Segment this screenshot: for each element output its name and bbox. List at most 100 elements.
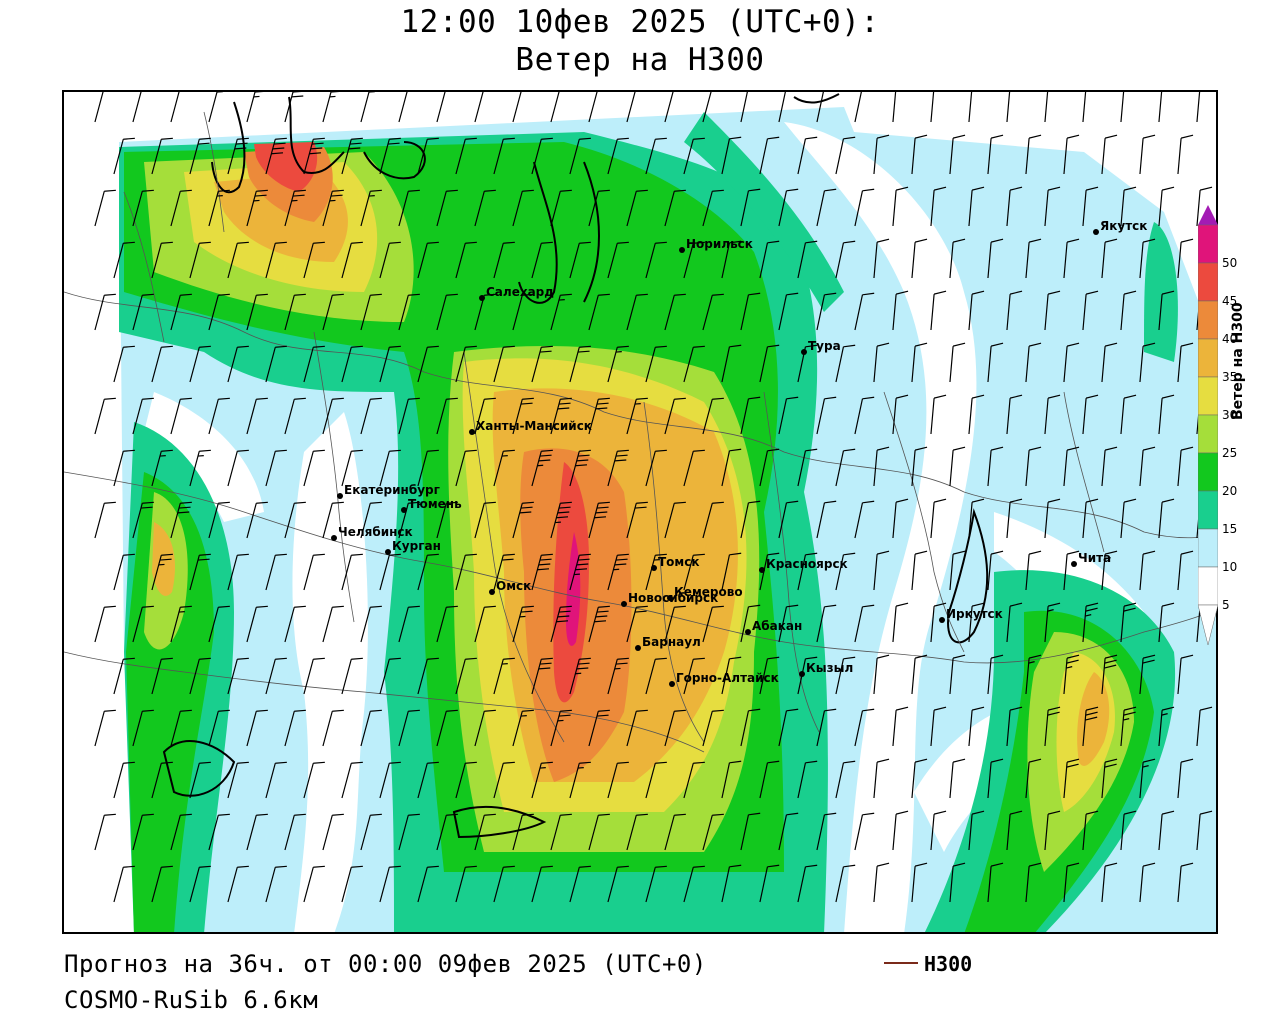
wind-barb — [1177, 654, 1194, 695]
wind-barb — [379, 553, 401, 591]
wind-barb — [911, 446, 928, 487]
wind-barb — [1158, 602, 1175, 643]
h300-legend-label: H300 — [924, 952, 973, 976]
wind-barb — [1006, 186, 1023, 227]
wind-barb — [1006, 602, 1023, 643]
wind-barb — [702, 189, 724, 227]
wind-barb — [94, 605, 116, 643]
wind-barb — [151, 865, 173, 903]
wind-barb — [664, 709, 686, 747]
wind-barb — [683, 553, 705, 591]
wind-barb — [1044, 290, 1061, 331]
city-dot — [759, 567, 765, 573]
wind-barb — [151, 449, 173, 487]
wind-barb — [835, 656, 856, 695]
wind-barb — [1101, 446, 1118, 487]
wind-barb — [94, 92, 104, 123]
wind-barb — [1196, 706, 1213, 747]
wind-barb — [797, 448, 818, 487]
city-marker: Тюмень — [401, 497, 462, 513]
wind-barb — [1101, 862, 1118, 903]
wind-barb — [265, 137, 287, 175]
wind-barb — [721, 240, 742, 279]
wind-barb — [246, 189, 268, 227]
wind-barb — [322, 501, 344, 539]
wind-barb — [455, 449, 477, 487]
model-info: COSMO-RuSib 6.6км — [64, 986, 319, 1014]
wind-barb — [170, 813, 192, 851]
wind-barb — [341, 657, 363, 695]
wind-barb — [797, 552, 818, 591]
wind-barb — [930, 498, 947, 539]
wind-barb — [607, 657, 629, 695]
wind-barb — [740, 188, 761, 227]
city-label: Курган — [392, 539, 441, 553]
wind-barb — [113, 137, 135, 175]
wind-barb — [1063, 654, 1080, 695]
wind-barb — [683, 865, 705, 903]
wind-barb — [873, 342, 890, 383]
wind-barb — [113, 657, 135, 695]
wind-barb — [322, 813, 344, 851]
wind-barb — [816, 92, 824, 123]
city-label: Горно-Алтайск — [676, 671, 779, 685]
wind-barb — [607, 865, 629, 903]
wind-barb — [170, 397, 192, 435]
city-marker: Чита — [1071, 551, 1111, 567]
wind-barb — [322, 709, 344, 747]
wind-barb — [265, 449, 287, 487]
wind-barb — [835, 760, 856, 799]
wind-barb — [1139, 654, 1156, 695]
wind-barb — [1025, 758, 1042, 799]
wind-barb — [1120, 186, 1137, 227]
city-dot — [1071, 561, 1077, 567]
wind-barb — [987, 654, 1004, 695]
wind-barb — [873, 134, 890, 175]
wind-barb — [949, 238, 966, 279]
wind-barb — [436, 813, 458, 851]
wind-barb — [322, 189, 344, 227]
colorbar-segment — [1198, 490, 1218, 530]
wind-barb — [379, 865, 401, 903]
wind-barb — [246, 92, 264, 123]
wind-barb — [702, 501, 724, 539]
wind-barb — [873, 550, 890, 591]
city-label: Тура — [808, 339, 841, 353]
wind-barb — [1177, 862, 1194, 903]
map-frame[interactable]: Якутск Норильск Салехард Тура Ханты-Мансийск… — [62, 90, 1218, 934]
wind-barb — [1139, 862, 1156, 903]
wind-barb — [607, 449, 629, 487]
wind-barb — [246, 605, 268, 643]
city-marker: Омск — [489, 579, 531, 595]
wind-barb — [113, 241, 135, 279]
wind-barb — [303, 137, 325, 175]
colorbar-tick-label: 35 — [1222, 370, 1238, 384]
wind-barb — [835, 136, 856, 175]
wind-map[interactable]: Якутск Норильск Салехард Тура Ханты-Мансийск… — [64, 92, 1218, 934]
wind-barb — [189, 345, 211, 383]
wind-barb — [170, 189, 192, 227]
wind-barb — [645, 761, 667, 799]
city-label: Томск — [658, 555, 700, 569]
wind-barb — [493, 345, 515, 383]
wind-barb — [968, 186, 985, 227]
wind-barb — [341, 449, 363, 487]
wind-barb — [569, 865, 591, 903]
wind-barb — [550, 293, 572, 331]
wind-barb — [341, 761, 363, 799]
wind-barb — [702, 293, 724, 331]
wind-barb — [873, 238, 890, 279]
wind-barb — [189, 553, 211, 591]
wind-barb — [360, 813, 382, 851]
wind-barb — [189, 449, 211, 487]
wind-barb — [303, 761, 325, 799]
wind-barb — [94, 709, 116, 747]
wind-barb — [854, 500, 875, 539]
city-dot — [331, 535, 337, 541]
wind-barb — [227, 345, 249, 383]
wind-barb — [968, 810, 985, 851]
wind-barb — [854, 604, 875, 643]
wind-barb — [1120, 290, 1137, 331]
wind-barb — [1025, 238, 1042, 279]
colorbar-tick-label: 30 — [1222, 408, 1238, 422]
